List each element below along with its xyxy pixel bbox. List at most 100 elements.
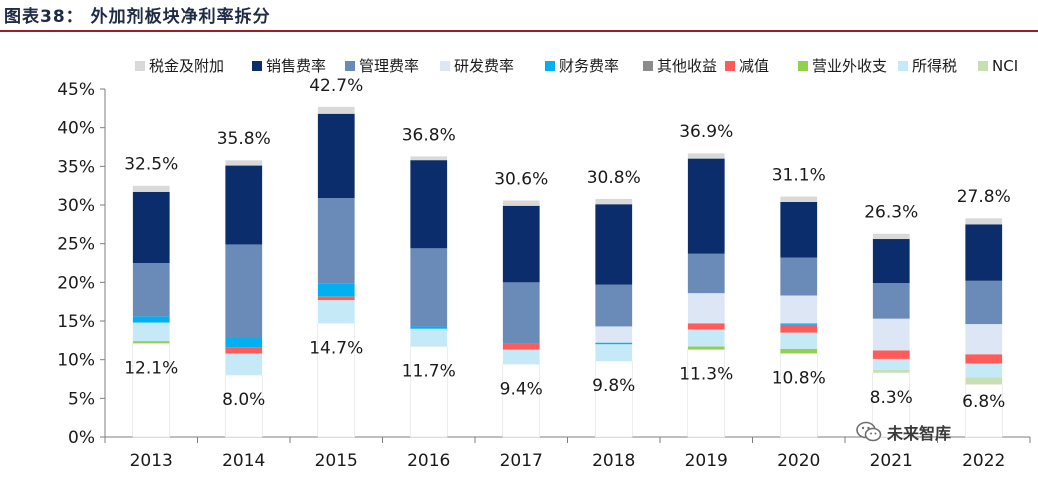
x-tick-label: 2015: [315, 451, 358, 471]
bar-segment-管理费率: [687, 253, 725, 294]
legend-label-nci: NCI: [992, 57, 1018, 75]
bar-segment-net-margin: [132, 343, 171, 438]
net-margin-label: 12.1%: [124, 358, 178, 378]
y-tick-label: 0%: [68, 428, 95, 448]
bar-segment-销售费率: [317, 113, 355, 199]
figure-title: 图表38： 外加剂板块净利率拆分: [4, 7, 271, 27]
net-margin-label: 9.8%: [592, 376, 635, 396]
bar-segment-管理费率: [872, 283, 910, 319]
y-tick-label: 10%: [57, 351, 95, 371]
top-total-label: 36.9%: [679, 122, 733, 142]
top-total-label: 32.5%: [124, 155, 178, 175]
bar-segment-税金及附加: [410, 156, 448, 161]
bar-segment-税金及附加: [132, 185, 170, 192]
y-tick-label: 5%: [68, 389, 95, 409]
bar-segment-研发费率: [780, 295, 818, 324]
y-tick-label: 20%: [57, 273, 95, 293]
bar-segment-所得税: [225, 353, 263, 376]
bar-segment-财务费率: [780, 323, 818, 325]
watermark: 未来智库: [856, 420, 951, 444]
bar-segment-税金及附加: [595, 198, 633, 205]
bar-segment-销售费率: [132, 191, 170, 263]
legend-swatch-所得税: [898, 61, 908, 71]
bar-segment-销售费率: [410, 160, 448, 249]
bar-segment-所得税: [780, 332, 818, 349]
x-tick-label: 2018: [592, 451, 635, 471]
bar-segment-税金及附加: [687, 153, 725, 159]
net-margin-label: 8.0%: [222, 390, 265, 410]
net-margin-label: 9.4%: [500, 379, 543, 399]
bar-segment-减值: [965, 354, 1003, 364]
bar-segment-net-margin: [317, 323, 356, 438]
legend-label-财务费率: 财务费率: [559, 57, 619, 75]
bar-segment-财务费率: [225, 338, 263, 348]
bar-segment-营业外收支: [132, 341, 170, 344]
bar-segment-税金及附加: [872, 233, 910, 240]
bar-segment-所得税: [872, 358, 910, 370]
legend-label-销售费率: 销售费率: [266, 57, 326, 75]
bar-segment-销售费率: [780, 201, 818, 258]
bar-segment-管理费率: [225, 244, 263, 339]
bar-stack-outline: [687, 152, 725, 350]
top-total-label: 30.6%: [494, 169, 548, 189]
x-tick-label: 2020: [777, 451, 820, 471]
bar-segment-减值: [502, 343, 540, 350]
bar-segment-销售费率: [965, 224, 1003, 281]
bar-segment-研发费率: [965, 324, 1003, 355]
legend-label-所得税: 所得税: [912, 57, 957, 75]
bar-segment-所得税: [317, 300, 355, 324]
top-total-label: 26.3%: [864, 203, 918, 223]
bar-segment-销售费率: [225, 165, 263, 245]
legend-label-其他收益: 其他收益: [657, 57, 717, 75]
legend-swatch-减值: [725, 61, 735, 71]
legend-swatch-营业外收支: [798, 61, 808, 71]
chart-legend: 税金及附加 销售费率 管理费率 研发费率 财务费率 其他收益 减值 营业外收支 所得税 NCI: [135, 57, 1018, 75]
bar-segment-财务费率: [410, 326, 448, 329]
x-tick-label: 2019: [685, 451, 728, 471]
x-tick-label: 2022: [962, 451, 1005, 471]
bar-segment-net-margin: [594, 360, 633, 438]
x-tick-label: 2017: [500, 451, 543, 471]
bar-segment-所得税: [410, 328, 448, 347]
legend-label-减值: 减值: [739, 57, 769, 75]
bar-segment-减值: [780, 324, 818, 333]
bar-segment-管理费率: [317, 198, 355, 284]
bar-segment-net-margin: [687, 349, 726, 438]
bar-segment-管理费率: [780, 257, 818, 296]
bar-segment-税金及附加: [780, 196, 818, 202]
bar-segment-管理费率: [595, 284, 633, 327]
bar-segment-管理费率: [502, 282, 540, 344]
top-total-label: 42.7%: [309, 76, 363, 96]
bar-segment-减值: [317, 297, 355, 301]
legend-label-营业外收支: 营业外收支: [812, 57, 887, 75]
bar-segment-减值: [687, 323, 725, 330]
legend-swatch-nci: [978, 61, 988, 71]
bar-segment-管理费率: [132, 263, 170, 317]
bar-segment-财务费率: [132, 316, 170, 323]
chart-bars: [132, 106, 1003, 438]
bar-segment-所得税: [965, 363, 1003, 378]
bar-stack-outline: [317, 106, 355, 324]
bar-segment-net-margin: [872, 372, 911, 438]
net-margin-label: 10.8%: [772, 368, 826, 388]
bar-segment-销售费率: [872, 239, 910, 284]
chart-data-labels: 32.5% 12.1% 35.8% 8.0% 42.7% 14.7% 36.8% 11.7% 3…: [124, 76, 1011, 412]
top-total-label: 35.8%: [217, 129, 271, 149]
bar-stack-outline: [410, 156, 448, 347]
y-tick-label: 35%: [57, 157, 95, 177]
legend-swatch-其他收益: [643, 61, 653, 71]
bar-segment-net-margin: [224, 374, 263, 438]
bar-segment-nci: [872, 369, 910, 373]
legend-swatch-研发费率: [440, 61, 450, 71]
bar-segment-管理费率: [965, 280, 1003, 325]
bar-segment-营业外收支: [780, 348, 818, 354]
bar-segment-减值: [225, 347, 263, 354]
bar-segment-销售费率: [595, 204, 633, 285]
bar-segment-税金及附加: [965, 218, 1003, 225]
bar-segment-nci: [965, 377, 1003, 385]
legend-swatch-管理费率: [345, 61, 355, 71]
bar-segment-net-margin: [779, 353, 818, 438]
chart-axes: 0% 5% 10% 15% 20% 25% 30% 35% 40% 45% 2013 2014 2015…: [57, 80, 1031, 471]
x-tick-label: 2021: [870, 451, 913, 471]
top-total-label: 36.8%: [402, 125, 456, 145]
